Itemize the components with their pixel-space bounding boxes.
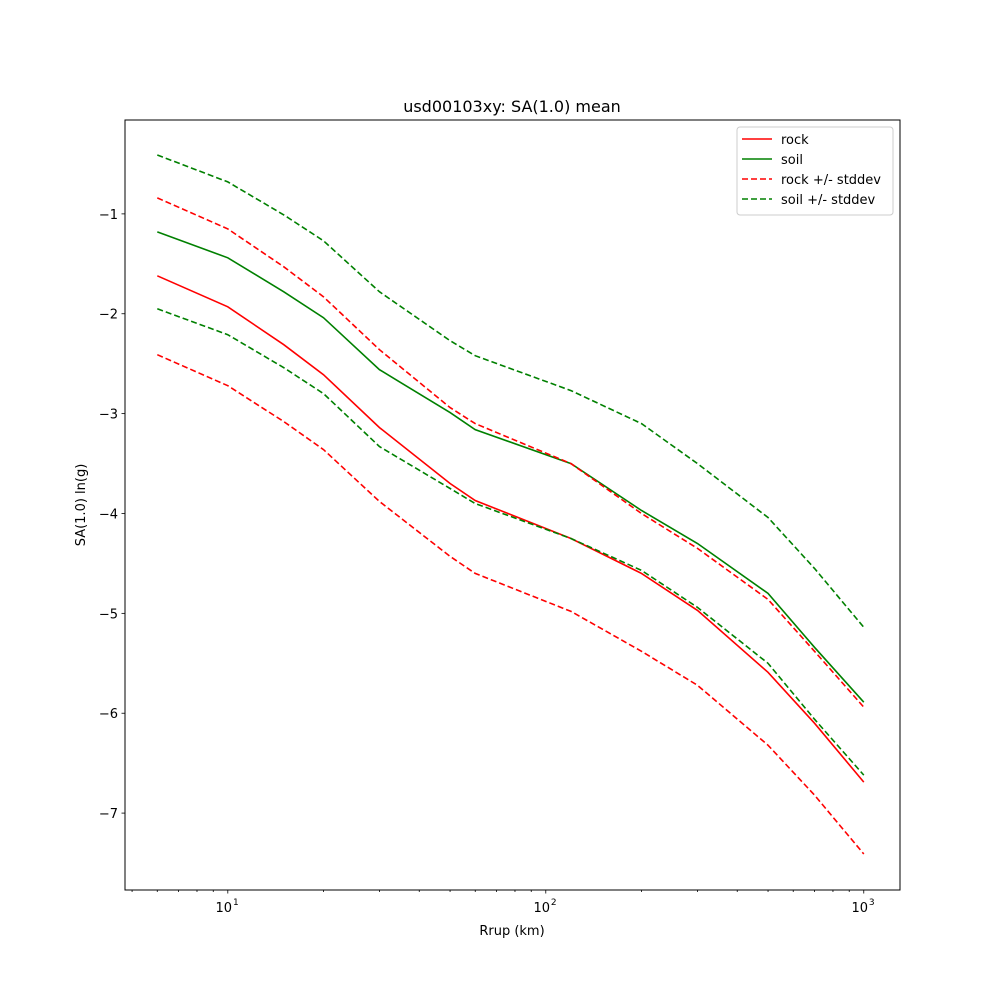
y-axis-label: SA(1.0) ln(g) (74, 464, 89, 547)
y-tick-label: −1 (99, 208, 118, 223)
chart-title: usd00103xy: SA(1.0) mean (403, 97, 621, 116)
y-tick-label: −6 (99, 707, 118, 722)
x-tick-label-exponent: 3 (869, 898, 875, 908)
x-tick-label-exponent: 1 (233, 898, 239, 908)
x-axis-label: Rrup (km) (479, 924, 544, 939)
x-tick-label: 10 (534, 901, 551, 916)
legend: rock soil rock +/- stddev soil +/- stddev (736, 126, 894, 216)
y-tick-label: −7 (99, 807, 118, 822)
x-tick-label: 10 (851, 901, 868, 916)
y-tick-label: −5 (99, 607, 118, 622)
legend-label: rock (781, 133, 809, 148)
series-line-soil-stddev-4 (157, 154, 865, 628)
series-line-rock-0 (156, 275, 865, 783)
y-tick-label: −4 (99, 507, 118, 522)
legend-box (736, 126, 894, 216)
legend-label: rock +/- stddev (781, 173, 881, 188)
axes-frame (124, 119, 901, 891)
y-tick-label: −3 (99, 408, 118, 423)
y-axis: −1 −2 −3 −4 −5 −6 −7 (99, 208, 125, 822)
x-axis: 10 1 10 2 10 3 (131, 890, 875, 916)
series-line-rock-stddev-3 (156, 353, 865, 855)
series-line-soil-stddev-5 (157, 308, 865, 776)
plot-area (156, 154, 865, 855)
x-tick-label: 10 (216, 901, 233, 916)
x-tick-label-exponent: 2 (551, 898, 557, 908)
series-line-rock-stddev-2 (156, 197, 865, 708)
legend-label: soil (781, 153, 803, 168)
legend-label: soil +/- stddev (781, 193, 876, 208)
y-tick-label: −2 (99, 308, 118, 323)
series-line-soil-1 (157, 231, 865, 703)
